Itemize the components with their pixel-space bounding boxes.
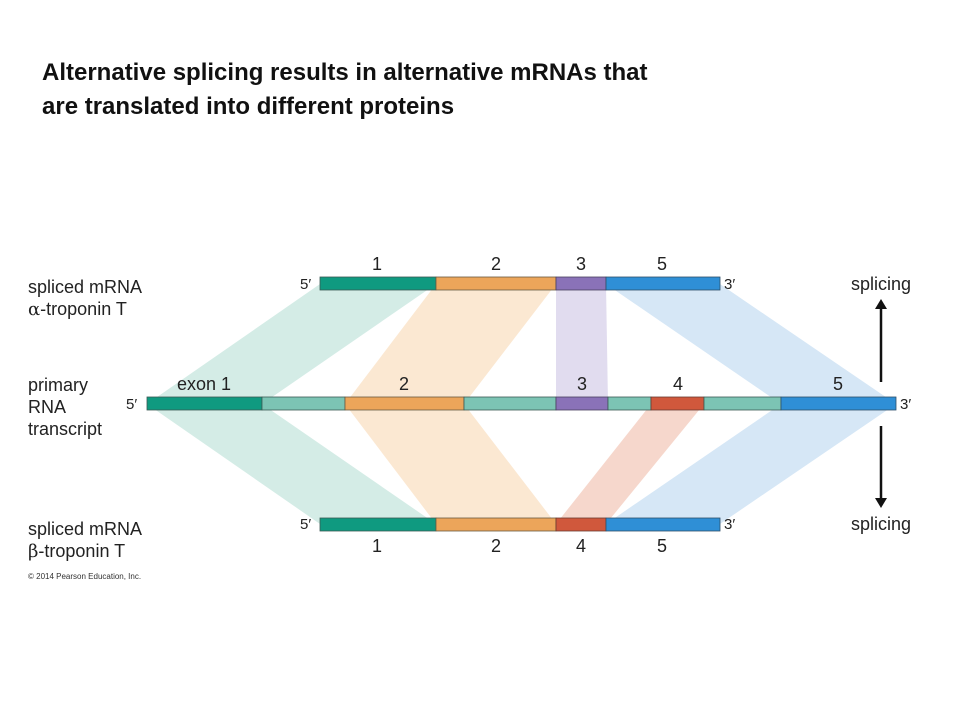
intron-3	[607, 396, 652, 411]
mapping-bands	[147, 284, 896, 524]
band-exon2-alpha	[345, 284, 556, 404]
primary-three-prime: 3′	[900, 396, 911, 413]
primary-exon-3	[555, 396, 609, 411]
alpha-exon-3	[555, 276, 607, 291]
primary-exon-1	[146, 396, 263, 411]
beta-label-line-2: β-troponin T	[28, 540, 142, 563]
title-line-2: are translated into different proteins	[42, 93, 455, 120]
beta-symbol: β	[28, 541, 39, 562]
primary-exon-label-4: 4	[673, 374, 683, 394]
splicing-label-top: splicing	[851, 274, 911, 294]
alpha-mrna-bar	[319, 276, 721, 291]
band-exon2-beta	[345, 404, 556, 524]
primary-exon-label-3: 3	[577, 374, 587, 394]
beta-five-prime: 5′	[300, 516, 311, 533]
alpha-exon-label-5: 5	[657, 254, 667, 274]
title-line-1: Alternative splicing results in alternat…	[42, 59, 648, 86]
beta-label-line-1: spliced mRNA	[28, 519, 143, 539]
alpha-exon-1	[319, 276, 437, 291]
band-exon3-alpha	[556, 284, 608, 404]
primary-five-prime: 5′	[126, 396, 137, 413]
primary-label-line-2: RNA	[28, 397, 67, 417]
band-exon4-beta	[556, 404, 704, 524]
beta-three-prime: 3′	[724, 516, 735, 533]
alpha-exon-2	[435, 276, 557, 291]
beta-label-rest: -troponin T	[38, 541, 126, 561]
alpha-five-prime: 5′	[300, 276, 311, 293]
beta-exon-4	[555, 517, 607, 532]
primary-exon-2	[344, 396, 465, 411]
band-exon1-beta	[147, 404, 436, 524]
alpha-exon-label-1: 1	[372, 254, 382, 274]
splicing-label-bottom: splicing	[851, 514, 911, 534]
alpha-troponin-label: spliced mRNA α-troponin T	[28, 276, 142, 321]
primary-exon-4	[650, 396, 705, 411]
primary-transcript-bar	[146, 396, 897, 411]
beta-exon-label-4: 4	[576, 536, 586, 556]
beta-exon-label-1: 1	[372, 536, 382, 556]
alpha-exon-label-3: 3	[576, 254, 586, 274]
beta-troponin-label: spliced mRNA β-troponin T	[28, 518, 142, 563]
beta-exon-label-2: 2	[491, 536, 501, 556]
alpha-symbol: α	[28, 299, 41, 320]
intron-2	[463, 396, 557, 411]
primary-label-line-1: primary	[28, 375, 89, 395]
intron-1	[261, 396, 346, 411]
intron-4	[703, 396, 782, 411]
primary-label-line-3: transcript	[28, 419, 103, 439]
band-exon1-alpha	[147, 284, 436, 404]
alpha-label-line-2: α-troponin T	[28, 298, 142, 321]
beta-mrna-bar	[319, 517, 721, 532]
band-exon5-beta	[606, 404, 896, 524]
primary-exon-label-2: 2	[399, 374, 409, 394]
beta-exon-1	[319, 517, 437, 532]
primary-exon-label-1: exon 1	[177, 374, 231, 394]
beta-exon-5	[605, 517, 721, 532]
primary-transcript-label: primary RNA transcript	[28, 374, 102, 440]
beta-exon-2	[435, 517, 557, 532]
slide-title: Alternative splicing results in alternat…	[42, 56, 902, 124]
alpha-three-prime: 3′	[724, 276, 735, 293]
primary-exon-5	[780, 396, 897, 411]
primary-exon-label-5: 5	[833, 374, 843, 394]
alpha-label-rest: -troponin T	[40, 299, 127, 319]
copyright-notice: © 2014 Pearson Education, Inc.	[28, 572, 142, 581]
alpha-exon-label-2: 2	[491, 254, 501, 274]
band-exon5-alpha	[606, 284, 896, 404]
alpha-exon-5	[605, 276, 721, 291]
beta-exon-label-5: 5	[657, 536, 667, 556]
alpha-label-line-1: spliced mRNA	[28, 277, 143, 297]
